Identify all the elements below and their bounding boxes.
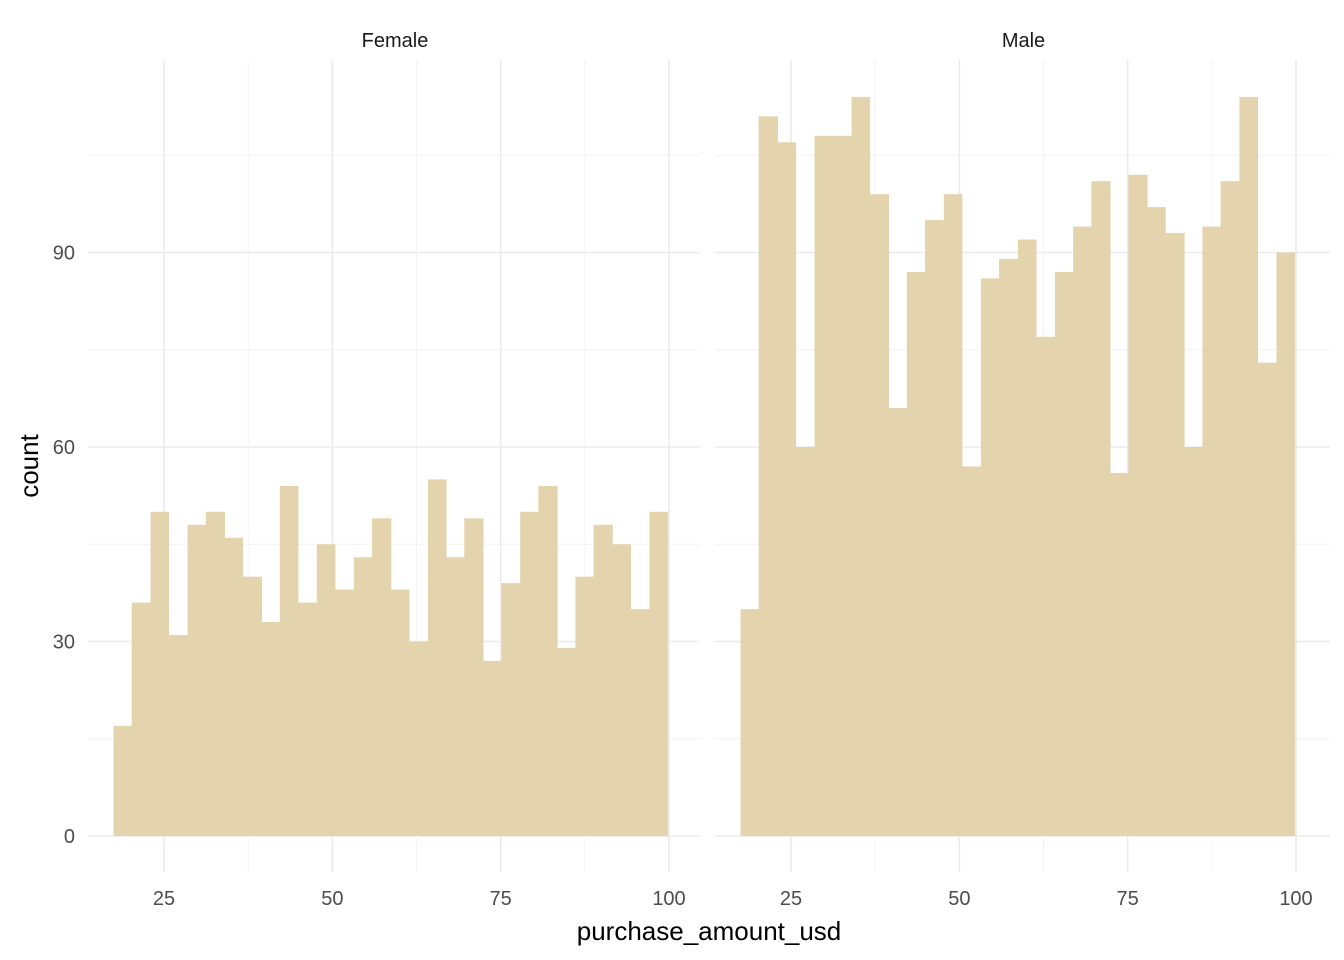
histogram-bar: [242, 576, 263, 836]
histogram-bar: [520, 511, 539, 836]
histogram-bar: [464, 518, 484, 836]
y-tick-label: 90: [53, 243, 75, 265]
x-tick-label: 25: [153, 888, 175, 910]
histogram-bar: [113, 725, 133, 836]
histogram-bar: [353, 557, 373, 836]
histogram-bar: [1128, 174, 1148, 836]
histogram-bar: [187, 524, 207, 836]
x-tick-label: 75: [1117, 888, 1139, 910]
histogram-bar: [777, 142, 797, 837]
histogram-bar: [924, 220, 945, 837]
histogram-bar: [297, 602, 318, 836]
histogram-bar: [279, 485, 299, 836]
histogram-bar: [612, 544, 632, 836]
histogram-bar: [390, 589, 410, 836]
facet-strip-label: Male: [1002, 30, 1045, 52]
facet-panel-female: Female 25 50 75 100: [88, 30, 700, 910]
x-tick-label: 50: [948, 888, 970, 910]
x-tick-label: 75: [490, 888, 512, 910]
y-tick-label: 60: [53, 437, 75, 459]
histogram-bar: [1220, 181, 1240, 836]
histogram-bar: [962, 466, 982, 836]
histogram-bar: [1017, 239, 1037, 837]
histogram-bar: [869, 194, 890, 836]
histogram-bar: [372, 518, 392, 836]
histogram-bar: [1276, 252, 1296, 836]
histogram-bar: [483, 660, 502, 836]
histogram-bar: [1202, 226, 1221, 837]
y-tick-label: 0: [64, 826, 75, 848]
histogram-bar: [575, 576, 594, 836]
histogram-bar: [1091, 181, 1111, 836]
histogram-bar: [906, 271, 926, 836]
facet-strip-label: Female: [362, 30, 429, 52]
histogram-bar: [943, 194, 963, 836]
x-tick-label: 100: [652, 888, 685, 910]
histogram-bar: [335, 589, 355, 836]
histogram-bars: [113, 479, 669, 836]
histogram-bar: [1036, 336, 1056, 836]
histogram-bar: [409, 641, 429, 836]
histogram-bar: [980, 278, 1000, 836]
histogram-bar: [649, 511, 669, 836]
histogram-bar: [501, 583, 521, 836]
histogram-bar: [1165, 233, 1185, 837]
histogram-bars: [740, 96, 1296, 837]
x-tick-label: 100: [1279, 888, 1312, 910]
histogram-bar: [888, 408, 908, 836]
facet-panel-male: Male 25 50 75 100: [715, 30, 1330, 910]
histogram-bar: [1184, 447, 1203, 836]
histogram-bar: [538, 485, 558, 836]
histogram-bar: [1110, 472, 1129, 836]
histogram-bar: [1147, 207, 1166, 836]
histogram-bar: [593, 524, 613, 836]
y-axis-title: count: [14, 433, 44, 497]
histogram-bar: [851, 96, 871, 836]
histogram-bar: [557, 647, 576, 836]
histogram-bar: [1054, 271, 1074, 836]
histogram-bar: [1073, 226, 1092, 837]
histogram-bar: [1239, 96, 1259, 836]
histogram-bar: [168, 635, 188, 836]
histogram-bar: [740, 609, 760, 836]
histogram-bar: [427, 479, 447, 836]
histogram-bar: [832, 135, 852, 837]
histogram-bar: [446, 557, 465, 836]
x-tick-label: 50: [321, 888, 343, 910]
histogram-bar: [814, 135, 834, 837]
histogram-bar: [205, 511, 225, 836]
facet-panels: Female 25 50 75 100 Male 25 50 75 100 0 30 60 90: [53, 30, 1330, 910]
histogram-bar: [758, 116, 778, 837]
histogram-bar: [131, 602, 151, 836]
histogram-bar: [224, 537, 244, 836]
histogram-bar: [795, 447, 815, 836]
histogram-bar: [150, 511, 170, 836]
x-tick-label: 25: [780, 888, 802, 910]
x-axis-title: purchase_amount_usd: [577, 916, 842, 946]
histogram-bar: [630, 609, 650, 836]
y-tick-label: 30: [53, 632, 75, 654]
histogram-bar: [261, 622, 281, 836]
histogram-bar: [1257, 362, 1277, 836]
histogram-bar: [316, 544, 336, 836]
histogram-bar: [999, 258, 1019, 836]
